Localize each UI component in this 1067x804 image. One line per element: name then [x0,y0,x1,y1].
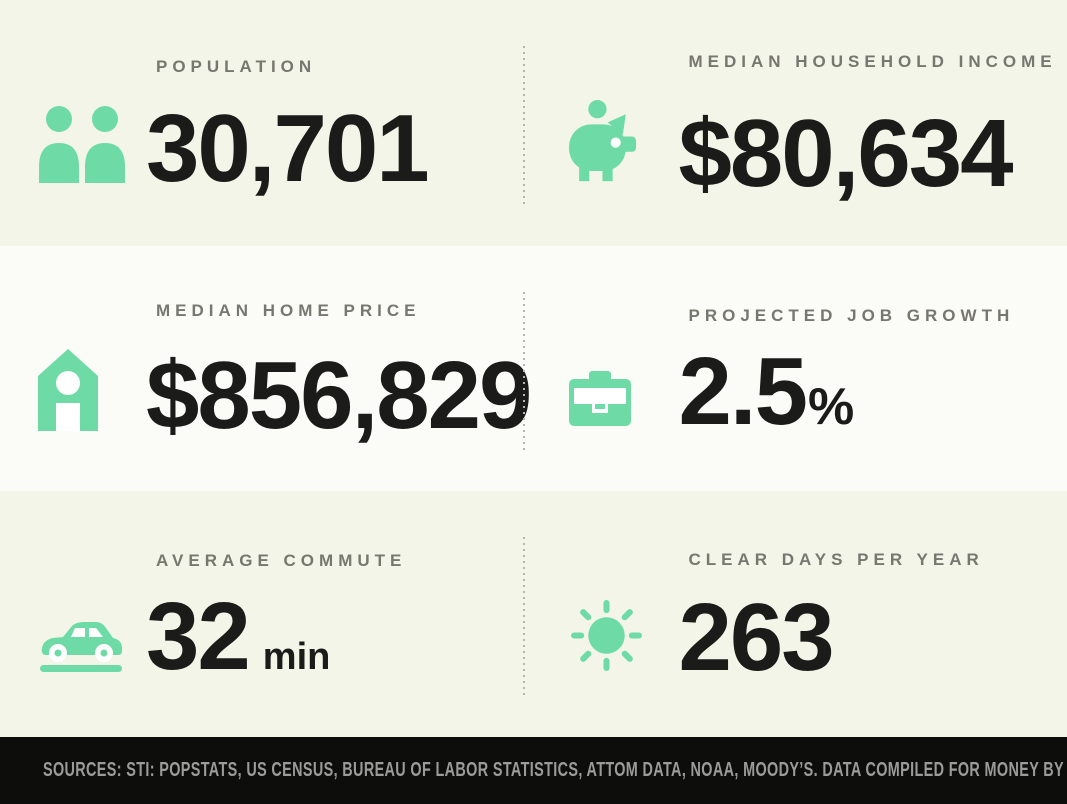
commute-value: 32 min [146,583,331,691]
sources-text: SOURCES: STI: POPSTATS, US CENSUS, BUREA… [43,759,1067,782]
stat-population: POPULATION 30,701 [0,0,537,246]
job-growth-value: 2.5% [678,337,855,445]
clear-days-label: CLEAR DAYS PER YEAR [688,550,984,570]
car-icon [38,608,146,676]
population-value: 30,701 [146,94,430,202]
clear-days-value: 263 [678,584,835,692]
stat-average-commute: AVERAGE COMMUTE 32 min [0,491,537,737]
stat-median-household-income: MEDIAN HOUSEHOLD INCOME $80,634 [537,0,1067,246]
dotted-divider [523,537,525,696]
stat-row-3: AVERAGE COMMUTE 32 min CLEAR DAYS PER YEA… [0,491,1067,738]
piggy-bank-icon [568,99,679,193]
dotted-divider [523,291,525,450]
stat-clear-days: CLEAR DAYS PER YEAR 263 [537,491,1067,737]
stat-row-2: MEDIAN HOME PRICE $856,829 PROJECTED JOB… [0,245,1067,492]
stat-projected-job-growth: PROJECTED JOB GROWTH 2.5% [537,246,1067,492]
commute-label: AVERAGE COMMUTE [156,551,407,571]
income-label: MEDIAN HOUSEHOLD INCOME [688,51,1057,71]
home-price-label: MEDIAN HOME PRICE [156,301,421,320]
dotted-divider [523,46,525,204]
people-icon [38,105,146,187]
sun-icon [569,598,679,677]
population-label: POPULATION [156,57,317,77]
sources-footer: SOURCES: STI: POPSTATS, US CENSUS, BUREA… [0,737,1067,804]
stat-row-1: POPULATION 30,701 MEDIAN HOUSEHOLD INCOM… [0,0,1067,246]
home-price-value: $856,829 [146,342,532,450]
house-icon [38,349,146,435]
job-growth-label: PROJECTED JOB GROWTH [688,305,1015,325]
income-value: $80,634 [678,100,1014,208]
briefcase-icon [568,371,679,430]
stat-median-home-price: MEDIAN HOME PRICE $856,829 [0,246,537,492]
